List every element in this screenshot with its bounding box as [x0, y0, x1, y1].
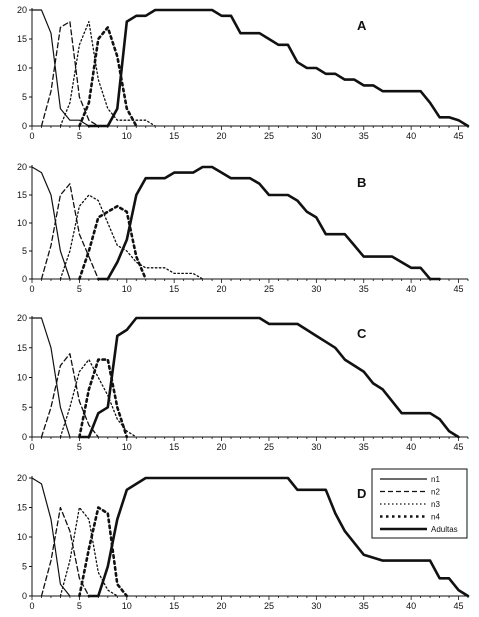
x-tick-label: 45	[454, 601, 464, 611]
x-tick-label: 20	[217, 442, 227, 452]
x-tick-label: 5	[77, 131, 82, 141]
x-tick-label: 25	[264, 284, 274, 294]
x-tick-label: 40	[406, 442, 416, 452]
legend-box	[371, 468, 468, 539]
series-line-n3	[59, 506, 118, 597]
panel-label: D	[357, 486, 366, 501]
x-tick-label: 35	[359, 284, 369, 294]
x-tick-label: 0	[29, 442, 34, 452]
chart-panel-d: 0 5 10 15 20 0 5 10 15 20 25 30 35 40 45 D	[17, 473, 470, 611]
series-line-adultas	[87, 476, 470, 598]
x-tick-label: 10	[122, 442, 132, 452]
x-tick-label: 40	[406, 131, 416, 141]
legend: n1 n2 n3 n4 Adultas	[371, 468, 468, 539]
x-tick-label: 15	[169, 131, 179, 141]
series-line-adultas	[78, 316, 460, 439]
x-tick-label: 30	[311, 131, 321, 141]
y-tick-label: 15	[17, 190, 27, 200]
series-line-n4	[78, 506, 129, 598]
y-tick-label: 20	[17, 5, 27, 15]
x-tick-label: 30	[311, 442, 321, 452]
x-tick-label: 20	[217, 131, 227, 141]
y-tick-label: 0	[22, 432, 27, 442]
x-tick-label: 30	[311, 284, 321, 294]
panel-label: A	[357, 18, 367, 33]
x-tick-label: 35	[359, 601, 369, 611]
chart-panel-c: 0 5 10 15 20 0 5 10 15 20 25 30 35 40 45 C	[17, 313, 469, 452]
legend-label: Adultas	[431, 525, 458, 534]
series-line-adultas	[97, 165, 441, 281]
y-tick-label: 5	[22, 92, 27, 102]
x-tick-label: 15	[169, 284, 179, 294]
y-tick-label: 20	[17, 473, 27, 483]
x-tick-label: 15	[169, 601, 179, 611]
series-line-n4	[78, 204, 147, 281]
series-line-adultas	[87, 8, 470, 128]
chart-panel-b: 0 5 10 15 20 0 5 10 15 20 25 30 35 40 45 B	[17, 162, 469, 294]
y-tick-label: 15	[17, 343, 27, 353]
legend-label: n1	[431, 475, 440, 484]
x-tick-label: 5	[77, 601, 82, 611]
y-tick-label: 20	[17, 162, 27, 172]
y-tick-label: 15	[17, 503, 27, 513]
x-tick-label: 25	[264, 442, 274, 452]
y-tick-label: 5	[22, 246, 27, 256]
series-line-n3	[59, 20, 156, 127]
series-line-n1	[31, 477, 71, 597]
legend-label: n3	[431, 500, 440, 509]
x-tick-label: 30	[311, 601, 321, 611]
series-line-n3	[59, 194, 204, 280]
x-tick-label: 5	[77, 284, 82, 294]
x-tick-label: 15	[169, 442, 179, 452]
x-tick-label: 20	[217, 601, 227, 611]
series-line-n1	[31, 166, 71, 280]
series-line-n4	[78, 358, 129, 439]
x-tick-label: 5	[77, 442, 82, 452]
x-tick-label: 45	[454, 442, 464, 452]
x-tick-label: 45	[454, 131, 464, 141]
x-tick-label: 0	[29, 284, 34, 294]
y-tick-label: 10	[17, 532, 27, 542]
panel-label: B	[357, 175, 366, 190]
x-tick-label: 25	[264, 131, 274, 141]
x-tick-label: 35	[359, 442, 369, 452]
x-tick-label: 20	[217, 284, 227, 294]
chart-panel-a: 0 5 10 15 20 0 5 10 15 20 25 30 35 40 45 A	[17, 5, 470, 141]
series-line-n4	[78, 26, 138, 128]
x-tick-label: 0	[29, 601, 34, 611]
legend-label: n4	[431, 513, 440, 522]
y-tick-label: 0	[22, 274, 27, 284]
x-tick-label: 10	[122, 601, 132, 611]
series-line-n2	[40, 20, 99, 127]
y-tick-label: 10	[17, 373, 27, 383]
series-line-n1	[31, 317, 71, 438]
panel-label: C	[357, 326, 367, 341]
x-tick-label: 35	[359, 131, 369, 141]
y-tick-label: 5	[22, 402, 27, 412]
x-tick-label: 40	[406, 601, 416, 611]
y-tick-label: 0	[22, 591, 27, 601]
y-tick-label: 10	[17, 63, 27, 73]
y-tick-label: 15	[17, 34, 27, 44]
x-tick-label: 0	[29, 131, 34, 141]
series-line-n2	[40, 183, 99, 280]
y-tick-label: 20	[17, 313, 27, 323]
x-tick-label: 40	[406, 284, 416, 294]
x-tick-label: 10	[122, 284, 132, 294]
legend-label: n2	[431, 488, 440, 497]
x-tick-label: 45	[454, 284, 464, 294]
series-line-n2	[40, 353, 99, 438]
y-tick-label: 5	[22, 562, 27, 572]
y-tick-label: 0	[22, 121, 27, 131]
x-tick-label: 10	[122, 131, 132, 141]
series-line-n1	[31, 9, 90, 127]
x-tick-label: 25	[264, 601, 274, 611]
series-line-n3	[59, 358, 137, 438]
series-line-n2	[40, 506, 90, 597]
y-tick-label: 10	[17, 218, 27, 228]
